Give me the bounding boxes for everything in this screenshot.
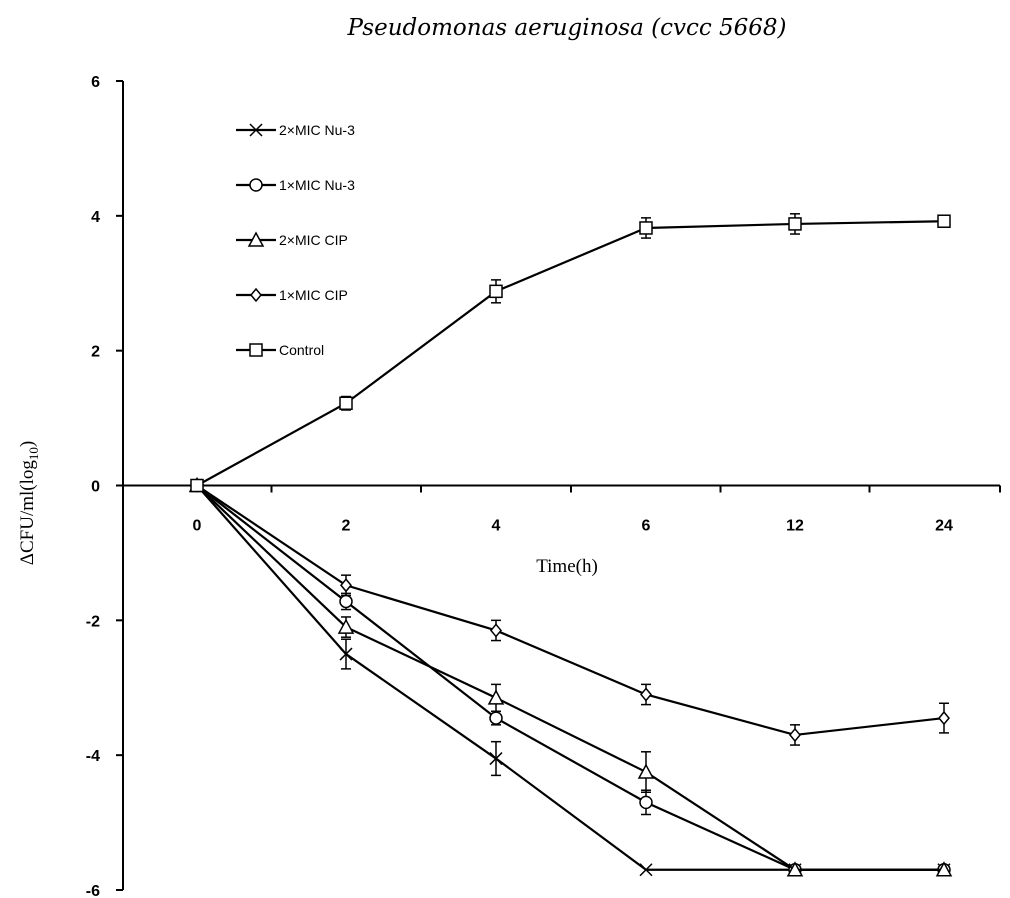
- data-point: [639, 221, 653, 235]
- series-diamond: [191, 478, 950, 746]
- triangle-marker: [786, 861, 804, 877]
- diamond-marker: [250, 287, 262, 303]
- cross-marker: [489, 752, 503, 766]
- y-tick-label: -2: [86, 613, 100, 630]
- y-axis-title: ΔCFU/ml(log10): [17, 441, 41, 565]
- data-point: [637, 763, 655, 779]
- circle-marker: [489, 711, 503, 725]
- diamond-marker: [938, 710, 950, 726]
- data-point: [938, 710, 950, 726]
- legend-label: 1×MIC CIP: [279, 287, 348, 303]
- legend-item: 2×MIC Nu-3: [236, 122, 355, 138]
- cross-marker: [639, 863, 653, 877]
- y-tick-label: 0: [91, 479, 100, 496]
- data-point: [339, 647, 353, 661]
- series-line: [196, 484, 944, 871]
- legend-item: 1×MIC Nu-3: [236, 177, 355, 193]
- triangle-marker: [637, 763, 655, 779]
- legend-label: 2×MIC Nu-3: [279, 122, 355, 138]
- triangle-marker: [935, 861, 953, 877]
- x-tick-label: 2: [342, 518, 351, 535]
- data-point: [639, 795, 653, 810]
- series-line: [196, 484, 944, 871]
- circle-marker: [249, 178, 263, 192]
- triangle-marker: [247, 231, 265, 247]
- legend: 2×MIC Nu-3 1×MIC Nu-3 2×MIC CIP 1×MIC CIP Co…: [236, 122, 355, 358]
- data-point: [489, 752, 503, 766]
- series-line: [196, 220, 945, 487]
- data-point: [489, 284, 503, 299]
- y-tick-label: -6: [86, 883, 100, 898]
- triangle-marker: [487, 689, 505, 705]
- cross-marker: [249, 123, 263, 137]
- data-point: [788, 217, 802, 231]
- data-point: [340, 578, 352, 593]
- data-point: [339, 396, 353, 411]
- data-point: [640, 687, 652, 702]
- legend-label: 2×MIC CIP: [279, 232, 348, 248]
- square-marker: [639, 221, 653, 235]
- x-axis-title: Time(h): [536, 556, 598, 577]
- x-tick-label: 12: [786, 518, 804, 535]
- data-point: [487, 689, 505, 705]
- series-layer: [188, 213, 953, 877]
- square-marker: [190, 478, 204, 493]
- data-point: [339, 594, 353, 609]
- legend-item: Control: [236, 342, 324, 358]
- legend-item: 1×MIC CIP: [236, 287, 348, 303]
- square-marker: [788, 217, 802, 231]
- x-tick-label: 6: [642, 518, 651, 535]
- diamond-marker: [640, 687, 652, 702]
- data-point: [639, 863, 653, 877]
- circle-marker: [639, 795, 653, 810]
- triangle-marker: [337, 618, 355, 634]
- diamond-marker: [490, 623, 502, 638]
- series-line: [196, 484, 944, 871]
- x-tick-label: 24: [935, 518, 953, 535]
- chart-title: Pseudomonas aeruginosa (cvcc 5668): [346, 15, 786, 41]
- y-tick-label: 2: [91, 344, 100, 361]
- square-marker: [339, 396, 353, 411]
- legend-label: 1×MIC Nu-3: [279, 177, 355, 193]
- y-tick-label: 6: [91, 74, 100, 91]
- series-square: [190, 213, 951, 493]
- x-tick-label: 4: [492, 518, 501, 535]
- square-marker: [489, 284, 503, 299]
- series-line: [196, 484, 945, 737]
- cross-marker: [339, 647, 353, 661]
- data-point: [937, 214, 951, 228]
- legend-label: Control: [279, 342, 324, 358]
- y-tick-label: -4: [86, 748, 100, 765]
- y-axis-title-main: ΔCFU/ml(log: [17, 460, 38, 566]
- data-point: [935, 861, 953, 877]
- series-triangle: [188, 476, 953, 877]
- diamond-marker: [340, 578, 352, 593]
- diamond-marker: [789, 727, 801, 743]
- data-point: [489, 711, 503, 725]
- circle-marker: [339, 594, 353, 609]
- y-tick-label: 4: [91, 209, 100, 226]
- series-circle: [190, 478, 951, 877]
- y-axis-title-suffix: ): [17, 441, 38, 447]
- data-point: [337, 618, 355, 634]
- data-point: [789, 727, 801, 743]
- y-axis-title-subscript: 10: [26, 447, 41, 460]
- legend-item: 2×MIC CIP: [236, 231, 348, 248]
- square-marker: [249, 343, 263, 357]
- series-cross: [190, 478, 951, 877]
- data-point: [190, 478, 204, 493]
- x-tick-label: 0: [193, 518, 202, 535]
- square-marker: [937, 214, 951, 228]
- data-point: [786, 861, 804, 877]
- data-point: [490, 623, 502, 638]
